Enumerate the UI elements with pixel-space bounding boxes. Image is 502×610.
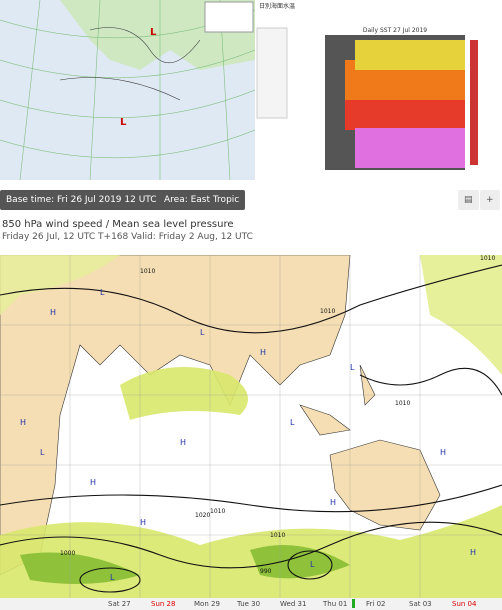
map-label: H bbox=[50, 308, 56, 317]
map-label: 1010 bbox=[140, 268, 155, 275]
timeline-day[interactable]: Tue 30 bbox=[237, 600, 261, 608]
map-label: L bbox=[350, 363, 355, 372]
timeline: Sat 27 Sun 28 Mon 29 Tue 30 Wed 31 Thu 01 Fri … bbox=[0, 598, 502, 610]
map-label: H bbox=[440, 448, 446, 457]
timeline-marker bbox=[352, 599, 355, 608]
map-label: H bbox=[90, 478, 96, 487]
add-button[interactable]: + bbox=[480, 190, 500, 210]
map-label: H bbox=[20, 418, 26, 427]
timeline-day[interactable]: Sat 03 bbox=[409, 600, 432, 608]
sst-title: Daily SST 27 Jul 2019 bbox=[363, 27, 427, 34]
map-label: L bbox=[310, 560, 315, 569]
map-label: H bbox=[330, 498, 336, 507]
map-label: L bbox=[290, 418, 295, 427]
map-label: 1000 bbox=[60, 550, 75, 557]
chart-title: 850 hPa wind speed / Mean sea level pres… bbox=[2, 219, 234, 230]
map-label: H bbox=[470, 548, 476, 557]
toolbar: Base time: Fri 26 Jul 2019 12 UTC Area: … bbox=[0, 190, 502, 212]
timeline-day[interactable]: Mon 29 bbox=[194, 600, 220, 608]
sst-header: 日別海面水温 bbox=[259, 2, 295, 10]
sst-panel: 日別海面水温 Daily SST 27 Jul 2019 bbox=[255, 0, 502, 180]
map-label: 1010 bbox=[395, 400, 410, 407]
synoptic-map: L L bbox=[0, 0, 255, 180]
base-time-button[interactable]: Base time: Fri 26 Jul 2019 12 UTC bbox=[0, 190, 163, 210]
timeline-day[interactable]: Sat 27 bbox=[108, 600, 131, 608]
timeline-day[interactable]: Wed 31 bbox=[280, 600, 307, 608]
map-label: 1010 bbox=[320, 308, 335, 315]
map-label: L bbox=[40, 448, 45, 457]
svg-text:L: L bbox=[150, 27, 157, 38]
map-label: H bbox=[140, 518, 146, 527]
map-label: H bbox=[260, 348, 266, 357]
map-label: H bbox=[180, 438, 186, 447]
svg-text:L: L bbox=[120, 117, 127, 128]
map-label: 1010 bbox=[210, 508, 225, 515]
map-label: 1010 bbox=[480, 255, 495, 262]
timeline-day[interactable]: Thu 01 bbox=[323, 600, 348, 608]
map-label: L bbox=[110, 573, 115, 582]
map-label: 1020 bbox=[195, 512, 210, 519]
timeline-day[interactable]: Fri 02 bbox=[366, 600, 386, 608]
timeline-day[interactable]: Sun 28 bbox=[151, 600, 176, 608]
print-button[interactable]: ▤ bbox=[458, 190, 479, 210]
map-label: L bbox=[200, 328, 205, 337]
area-button[interactable]: Area: East Tropic bbox=[158, 190, 246, 210]
chart-subtitle: Friday 26 Jul, 12 UTC T+168 Valid: Frida… bbox=[2, 232, 253, 242]
timeline-day[interactable]: Sun 04 bbox=[452, 600, 477, 608]
map-label: 990 bbox=[260, 568, 272, 575]
map-label: L bbox=[100, 288, 105, 297]
map-label: 1010 bbox=[270, 532, 285, 539]
